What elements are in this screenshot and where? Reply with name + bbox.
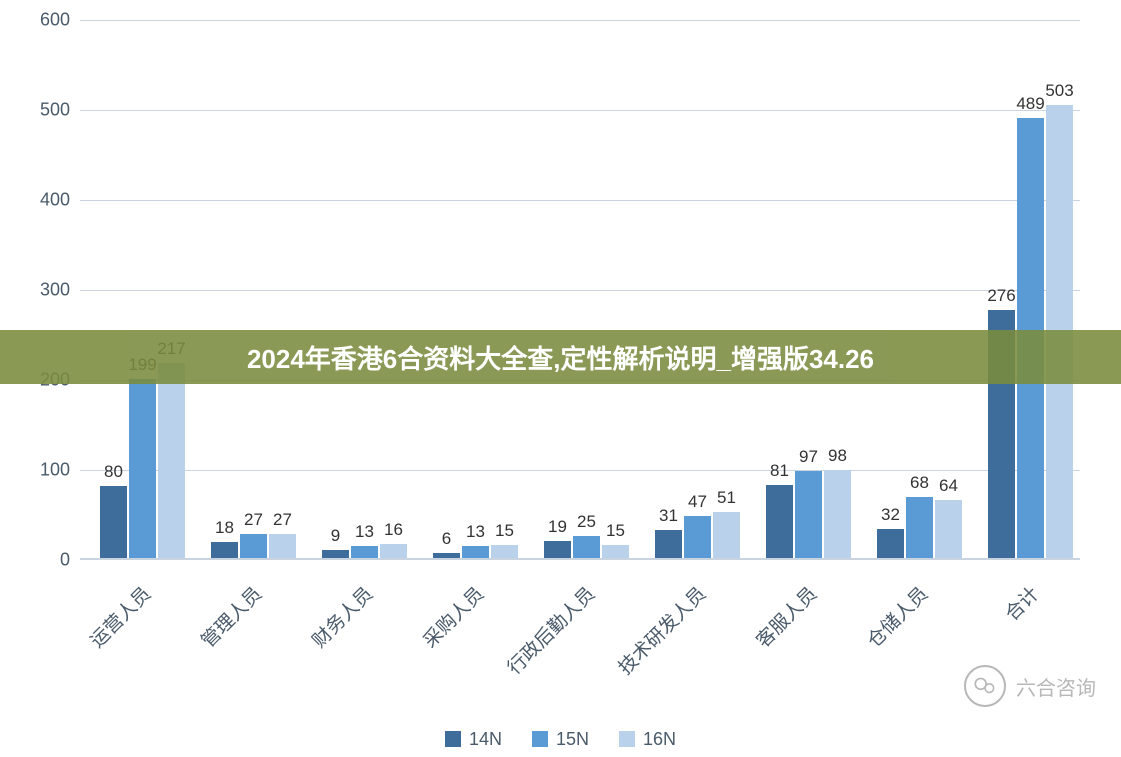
x-tick-label: 运营人员: [83, 580, 156, 653]
legend-swatch: [445, 731, 461, 747]
bar: [211, 542, 238, 558]
x-tick-label: 管理人员: [194, 580, 267, 653]
y-tick-label: 600: [30, 10, 70, 31]
bar: [544, 541, 571, 558]
bar-value-label: 51: [707, 488, 747, 508]
bar-value-label: 27: [263, 510, 303, 530]
bar: [713, 512, 740, 558]
watermark-text: 六合咨询: [1016, 672, 1096, 701]
bar: [684, 516, 711, 558]
gridline: [80, 200, 1080, 201]
wechat-icon: [964, 665, 1006, 707]
bar: [655, 530, 682, 558]
x-tick-label: 采购人员: [416, 580, 489, 653]
overlay-banner: 2024年香港6合资料大全查,定性解析说明_增强版34.26: [0, 330, 1121, 384]
bar: [433, 553, 460, 558]
x-tick-label: 行政后勤人员: [500, 580, 600, 680]
y-tick-label: 0: [30, 550, 70, 571]
legend-label: 15N: [556, 729, 589, 750]
y-tick-label: 500: [30, 100, 70, 121]
x-tick-label: 客服人员: [749, 580, 822, 653]
bar: [158, 363, 185, 558]
legend-item: 14N: [445, 729, 502, 750]
bar-value-label: 98: [818, 446, 858, 466]
bar: [100, 486, 127, 558]
gridline: [80, 110, 1080, 111]
bar-value-label: 32: [871, 505, 911, 525]
bar: [351, 546, 378, 558]
gridline: [80, 290, 1080, 291]
bar: [766, 485, 793, 558]
bar-value-label: 503: [1040, 81, 1080, 101]
bar: [602, 545, 629, 559]
x-tick-label: 仓储人员: [860, 580, 933, 653]
bar-value-label: 276: [982, 286, 1022, 306]
bar: [322, 550, 349, 558]
bar: [491, 545, 518, 559]
bar-value-label: 15: [485, 521, 525, 541]
bar: [269, 534, 296, 558]
gridline: [80, 470, 1080, 471]
bar-value-label: 15: [596, 521, 636, 541]
bar: [240, 534, 267, 558]
bar: [462, 546, 489, 558]
bar: [935, 500, 962, 558]
legend-item: 16N: [619, 729, 676, 750]
x-tick-label: 财务人员: [305, 580, 378, 653]
bar: [380, 544, 407, 558]
legend-swatch: [532, 731, 548, 747]
legend-label: 16N: [643, 729, 676, 750]
legend-item: 15N: [532, 729, 589, 750]
x-tick-label: 技术研发人员: [611, 580, 711, 680]
bar-value-label: 64: [929, 476, 969, 496]
plot-area: 0100200300400500600801992171827279131661…: [80, 20, 1080, 560]
x-tick-label: 合计: [998, 580, 1044, 626]
watermark: 六合咨询: [964, 665, 1096, 707]
y-tick-label: 400: [30, 190, 70, 211]
bar-value-label: 16: [374, 520, 414, 540]
legend-swatch: [619, 731, 635, 747]
legend-label: 14N: [469, 729, 502, 750]
legend: 14N 15N 16N: [0, 729, 1121, 753]
bar: [877, 529, 904, 558]
bar-value-label: 80: [94, 462, 134, 482]
gridline: [80, 20, 1080, 21]
bar: [906, 497, 933, 558]
y-tick-label: 300: [30, 280, 70, 301]
bar: [795, 471, 822, 558]
overlay-text: 2024年香港6合资料大全查,定性解析说明_增强版34.26: [247, 339, 874, 376]
bar: [824, 470, 851, 558]
y-tick-label: 100: [30, 460, 70, 481]
bar: [129, 379, 156, 558]
